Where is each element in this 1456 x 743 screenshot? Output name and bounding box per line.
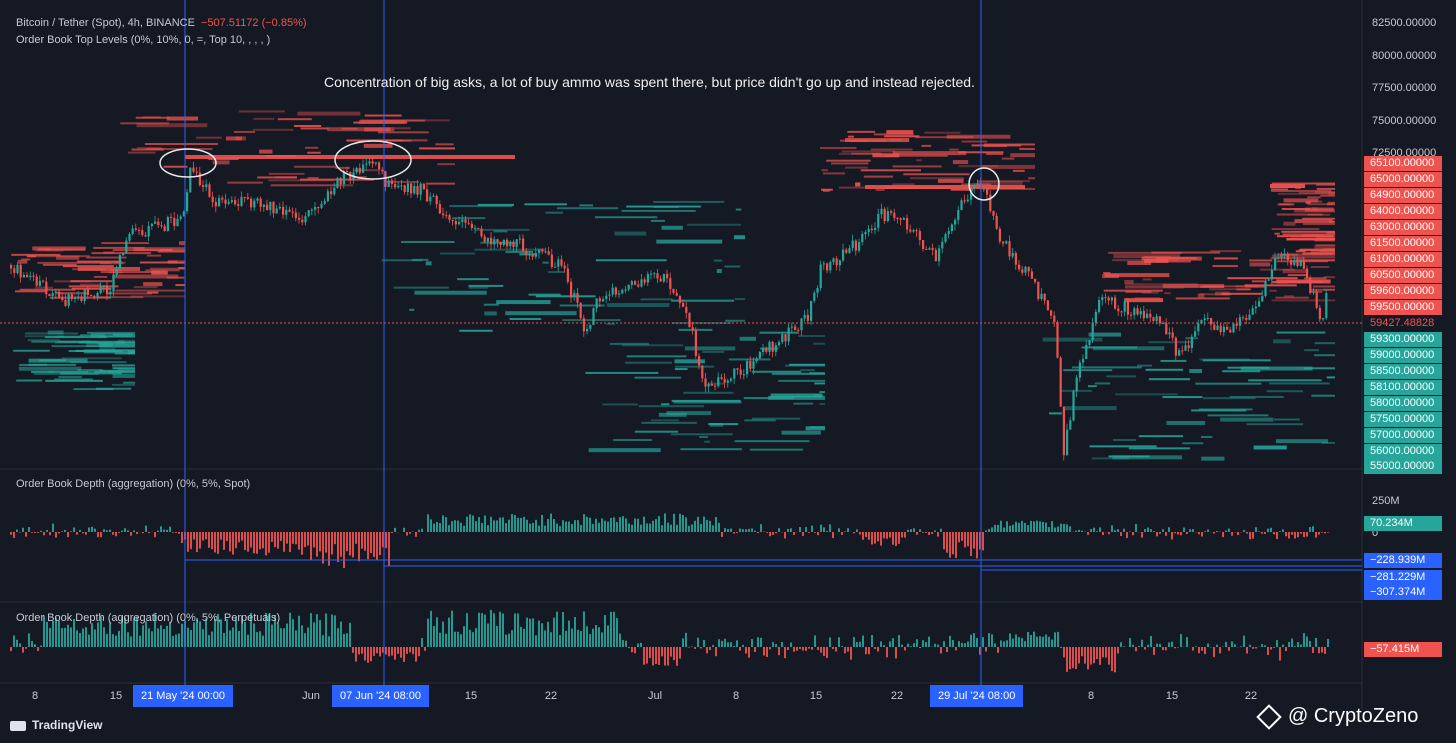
highlight-ellipse-3 [968, 167, 1000, 201]
spot-low-badge-2: −281.229M [1364, 570, 1442, 585]
spot-axis-top: 250M [1372, 495, 1400, 507]
bid-level-badge: 55000.00000 [1364, 459, 1442, 474]
time-badge-may21: 21 May '24 00:00 [133, 685, 234, 707]
spot-low-badge-3: −307.374M [1364, 585, 1442, 600]
ask-level-badge: 65100.00000 [1364, 156, 1442, 171]
time-label: 22 [1244, 690, 1258, 702]
time-label: 15 [1165, 690, 1179, 702]
overlays [0, 0, 1363, 710]
ask-level-badge: 59600.00000 [1364, 284, 1442, 299]
time-label: 8 [1087, 690, 1095, 702]
current-price-badge: 59427.48828 [1364, 316, 1442, 331]
time-label: 8 [732, 690, 740, 702]
ask-level-badge: 63000.00000 [1364, 220, 1442, 235]
indicator-top-levels-label[interactable]: Order Book Top Levels (0%, 10%, 0, =, To… [16, 34, 271, 46]
highlight-ellipse-2 [334, 140, 412, 180]
ask-level-badge: 64900.00000 [1364, 188, 1442, 203]
bid-level-badge: 58500.00000 [1364, 364, 1442, 379]
annotation-text: Concentration of big asks, a lot of buy … [324, 74, 975, 90]
indicator-spot-depth-label[interactable]: Order Book Depth (aggregation) (0%, 5%, … [16, 478, 251, 490]
symbol-header[interactable]: Bitcoin / Tether (Spot), 4h, BINANCE −507… [16, 17, 307, 29]
indicator-perp-depth-label[interactable]: Order Book Depth (aggregation) (0%, 5%, … [16, 612, 281, 624]
ask-level-badge: 61000.00000 [1364, 252, 1442, 267]
spot-low-badge-1: −228.939M [1364, 553, 1442, 568]
price-label: 82500.00000 [1372, 17, 1437, 29]
symbol-title: Bitcoin / Tether (Spot), 4h, BINANCE [16, 17, 195, 29]
time-label: Jun [302, 690, 320, 702]
bid-level-badge: 56000.00000 [1364, 444, 1442, 459]
bid-level-badge: 57500.00000 [1364, 412, 1442, 427]
time-label: 22 [544, 690, 558, 702]
tradingview-icon [10, 720, 26, 731]
tradingview-brand: TradingView [32, 718, 103, 732]
watermark: @ CryptoZeno [1256, 703, 1419, 730]
ask-level-badge: 65000.00000 [1364, 172, 1442, 187]
time-label: 15 [464, 690, 478, 702]
time-badge-jun07: 07 Jun '24 08:00 [332, 685, 430, 707]
price-change: −507.51172 (−0.85%) [200, 17, 307, 29]
ask-level-badge: 59500.00000 [1364, 300, 1442, 315]
time-label: Jul [647, 690, 663, 702]
tradingview-logo[interactable]: TradingView [10, 718, 102, 732]
bid-level-badge: 57000.00000 [1364, 428, 1442, 443]
bid-level-badge: 58000.00000 [1364, 396, 1442, 411]
time-label: 8 [31, 690, 39, 702]
spot-current-badge: 70.234M [1364, 516, 1442, 531]
bid-level-badge: 59300.00000 [1364, 332, 1442, 347]
ask-level-badge: 64000.00000 [1364, 204, 1442, 219]
highlight-ellipse-1 [159, 148, 217, 178]
price-label: 80000.00000 [1372, 50, 1437, 62]
time-label: 22 [890, 690, 904, 702]
perp-current-badge: −57.415M [1364, 642, 1442, 657]
spot-axis-zero: 0 [1372, 527, 1379, 539]
price-candles [10, 157, 1328, 461]
time-badge-jul29: 29 Jul '24 08:00 [930, 685, 1024, 707]
time-label: 15 [109, 690, 123, 702]
bid-level-badge: 58100.00000 [1364, 380, 1442, 395]
diamond-icon [1256, 703, 1282, 730]
bid-level-badge: 59000.00000 [1364, 348, 1442, 363]
price-label: 77500.00000 [1372, 82, 1437, 94]
order-book-levels [11, 110, 1335, 461]
perp-depth-histogram [10, 609, 1329, 673]
watermark-text: @ CryptoZeno [1288, 705, 1419, 727]
price-label: 75000.00000 [1372, 115, 1437, 127]
time-label: 15 [809, 690, 823, 702]
ask-level-badge: 61500.00000 [1364, 236, 1442, 251]
ask-level-badge: 60500.00000 [1364, 268, 1442, 283]
spot-depth-histogram [10, 513, 1329, 569]
